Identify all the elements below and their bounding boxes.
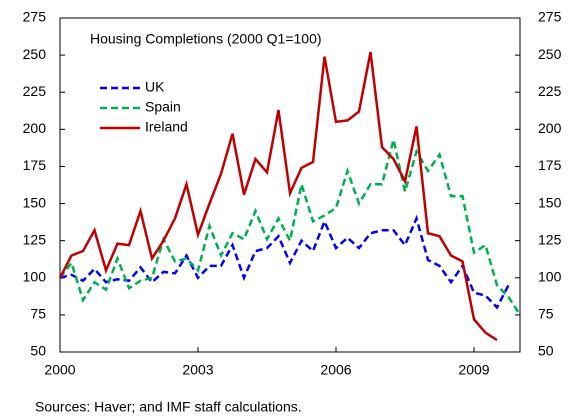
legend-label: Ireland	[145, 119, 188, 135]
y2-tick-label: 125	[538, 231, 562, 247]
legend-label: Spain	[145, 99, 181, 115]
y-tick-label: 200	[23, 120, 47, 136]
y-tick-label: 175	[23, 157, 47, 173]
y2-tick-label: 100	[538, 268, 562, 284]
chart-title: Housing Completions (2000 Q1=100)	[90, 31, 322, 47]
y2-tick-label: 250	[538, 46, 562, 62]
series-line	[59, 214, 510, 310]
y-tick-label: 225	[23, 83, 47, 99]
x-tick-label: 2000	[44, 362, 75, 378]
y2-tick-label: 50	[538, 343, 554, 359]
y-tick-label: 275	[23, 9, 47, 25]
plot-frame	[59, 17, 521, 353]
y2-tick-label: 75	[538, 306, 554, 322]
y-tick-label: 100	[23, 268, 47, 284]
legend-label: UK	[145, 79, 165, 95]
x-tick-label: 2006	[320, 362, 351, 378]
y2-tick-label: 200	[538, 120, 562, 136]
y-tick-label: 125	[23, 231, 47, 247]
series-line	[59, 139, 522, 316]
y-tick-label: 75	[30, 306, 46, 322]
x-tick-label: 2003	[182, 362, 213, 378]
y-tick-label: 150	[23, 194, 47, 210]
x-tick-label: 2009	[458, 362, 489, 378]
y-tick-label: 50	[30, 343, 46, 359]
series-line	[58, 51, 498, 342]
y2-tick-label: 175	[538, 157, 562, 173]
y-tick-label: 250	[23, 46, 47, 62]
y2-tick-label: 150	[538, 194, 562, 210]
source-note: Sources: Haver; and IMF staff calculatio…	[35, 399, 302, 415]
y2-tick-label: 275	[538, 9, 562, 25]
y2-tick-label: 225	[538, 83, 562, 99]
